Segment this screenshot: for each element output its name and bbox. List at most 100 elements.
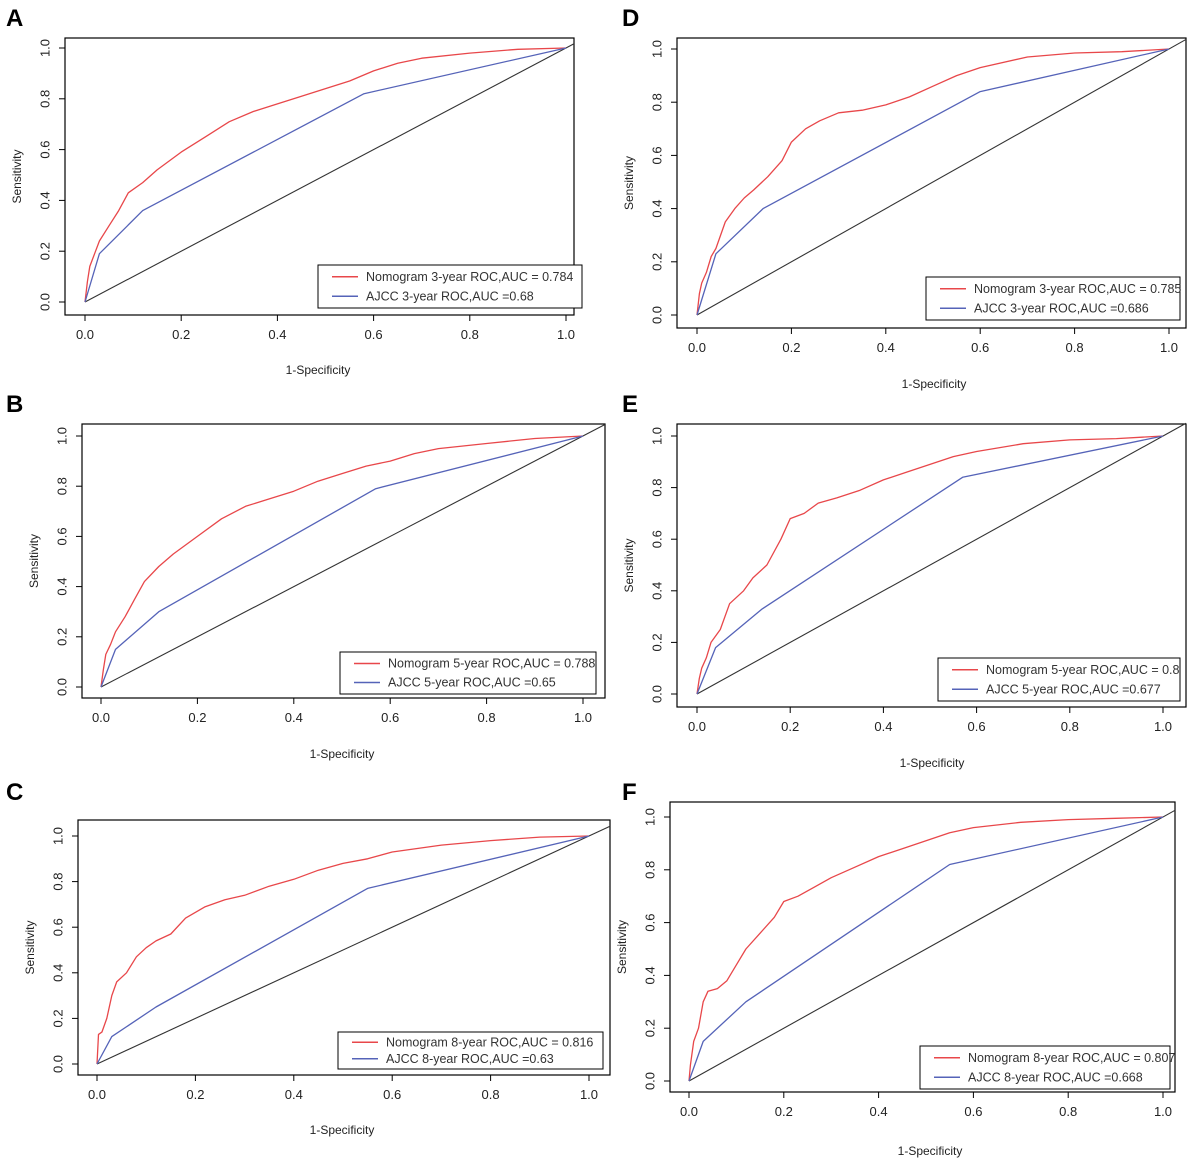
y-tick-label: 0.4 <box>643 966 658 984</box>
x-tick-label: 0.0 <box>88 1087 106 1102</box>
x-tick-label: 1.0 <box>580 1087 598 1102</box>
legend-label-ajcc: AJCC 5-year ROC,AUC =0.677 <box>986 682 1161 696</box>
x-axis-title: 1-Specificity <box>900 756 965 770</box>
y-tick-label: 0.8 <box>650 479 665 497</box>
nomogram-roc-curve <box>696 435 1164 695</box>
x-tick-label: 0.4 <box>268 327 286 342</box>
x-tick-label: 0.6 <box>964 1104 982 1119</box>
plot-frame <box>81 423 606 699</box>
ajcc-roc-curve <box>696 435 1164 695</box>
y-tick-label: 0.0 <box>55 678 70 696</box>
legend-label-nomogram: Nomogram 3-year ROC,AUC = 0.784 <box>366 270 573 284</box>
x-axis-title: 1-Specificity <box>310 1123 375 1137</box>
x-tick-label: 0.2 <box>781 719 799 734</box>
y-axis-title: Sensitivity <box>23 920 37 974</box>
ajcc-roc-curve <box>96 835 590 1065</box>
x-tick-label: 0.8 <box>478 710 496 725</box>
x-tick-label: 0.6 <box>383 1087 401 1102</box>
x-tick-label: 0.6 <box>365 327 383 342</box>
y-tick-label: 1.0 <box>55 427 70 445</box>
roc-panel-f: F 0.0 0.2 0.4 0.6 0.8 1.0 0.0 0.2 0.4 0.6 0.8 1.0 1-S… <box>615 779 1176 1158</box>
legend-box <box>919 1045 1171 1090</box>
x-tick-label: 0.0 <box>680 1104 698 1119</box>
y-tick-label: 0.6 <box>650 530 665 548</box>
y-tick-label: 0.0 <box>643 1072 658 1090</box>
y-tick-label: 0.6 <box>55 527 70 545</box>
legend-box <box>337 1031 604 1070</box>
x-tick-label: 0.8 <box>482 1087 500 1102</box>
x-tick-label: 0.0 <box>92 710 110 725</box>
diagonal-reference-line <box>696 422 1187 695</box>
x-tick-label: 0.0 <box>76 327 94 342</box>
diagonal-reference-line <box>688 809 1176 1082</box>
legend-label-nomogram: Nomogram 8-year ROC,AUC = 0.816 <box>386 1035 593 1049</box>
x-tick-label: 1.0 <box>557 327 575 342</box>
x-tick-label: 0.2 <box>188 710 206 725</box>
y-tick-label: 0.4 <box>38 191 53 209</box>
y-tick-label: 0.8 <box>38 90 53 108</box>
diagonal-reference-line <box>84 43 575 303</box>
ajcc-roc-curve <box>696 48 1170 316</box>
legend-label-nomogram: Nomogram 3-year ROC,AUC = 0.785 <box>974 282 1181 296</box>
x-tick-label: 0.2 <box>775 1104 793 1119</box>
y-tick-label: 1.0 <box>643 808 658 826</box>
panel-label: F <box>622 779 637 806</box>
x-tick-label: 0.4 <box>285 710 303 725</box>
x-tick-label: 0.2 <box>172 327 190 342</box>
x-axis-title: 1-Specificity <box>310 747 375 761</box>
panel-label: E <box>622 391 638 418</box>
legend-label-ajcc: AJCC 8-year ROC,AUC =0.668 <box>968 1070 1143 1084</box>
nomogram-roc-curve <box>100 435 584 688</box>
y-tick-label: 0.4 <box>650 200 665 218</box>
y-tick-label: 0.2 <box>51 1009 66 1027</box>
panel-label: A <box>6 5 23 32</box>
legend-label-ajcc: AJCC 5-year ROC,AUC =0.65 <box>388 676 556 690</box>
y-tick-label: 0.8 <box>51 873 66 891</box>
y-tick-label: 0.2 <box>643 1019 658 1037</box>
x-axis-title: 1-Specificity <box>286 363 351 377</box>
y-tick-label: 1.0 <box>650 427 665 445</box>
legend-box <box>925 276 1181 321</box>
diagonal-reference-line <box>96 825 611 1065</box>
legend-label-ajcc: AJCC 3-year ROC,AUC =0.68 <box>366 289 534 303</box>
x-tick-label: 1.0 <box>1154 719 1172 734</box>
x-tick-label: 0.2 <box>186 1087 204 1102</box>
legend: Nomogram 3-year ROC,AUC = 0.785 AJCC 3-ye… <box>925 276 1181 321</box>
ajcc-roc-curve <box>100 435 584 688</box>
x-tick-label: 0.8 <box>1066 340 1084 355</box>
x-tick-label: 0.8 <box>461 327 479 342</box>
y-tick-label: 0.2 <box>650 253 665 271</box>
legend-label-nomogram: Nomogram 8-year ROC,AUC = 0.807 <box>968 1051 1175 1065</box>
x-tick-label: 0.4 <box>870 1104 888 1119</box>
y-tick-label: 0.8 <box>643 861 658 879</box>
plot-frame <box>676 423 1187 708</box>
nomogram-roc-curve <box>688 816 1164 1082</box>
x-tick-label: 0.8 <box>1061 719 1079 734</box>
legend-box <box>339 651 597 695</box>
y-tick-label: 0.8 <box>650 93 665 111</box>
y-tick-label: 1.0 <box>51 827 66 845</box>
x-tick-label: 0.0 <box>688 340 706 355</box>
nomogram-roc-curve <box>96 835 590 1065</box>
diagonal-reference-line <box>696 38 1187 316</box>
y-tick-label: 0.2 <box>55 628 70 646</box>
x-tick-label: 0.2 <box>782 340 800 355</box>
ajcc-roc-curve <box>84 47 567 303</box>
y-tick-label: 0.2 <box>38 242 53 260</box>
x-tick-label: 0.4 <box>877 340 895 355</box>
x-tick-label: 0.6 <box>968 719 986 734</box>
roc-panel-a: A 0.0 0.2 0.4 0.6 0.8 1.0 0.0 0.2 0.4 0.6 0.8 1.0 1-S… <box>6 5 583 377</box>
x-tick-label: 0.4 <box>874 719 892 734</box>
y-tick-label: 0.8 <box>55 477 70 495</box>
y-tick-label: 0.6 <box>643 914 658 932</box>
y-tick-label: 0.4 <box>55 578 70 596</box>
roc-panel-c: C 0.0 0.2 0.4 0.6 0.8 1.0 0.0 0.2 0.4 0.6 0.8 1.0 1-S… <box>6 779 611 1137</box>
x-tick-label: 1.0 <box>1154 1104 1172 1119</box>
legend: Nomogram 8-year ROC,AUC = 0.816 AJCC 8-ye… <box>337 1031 604 1070</box>
y-axis-title: Sensitivity <box>622 156 636 210</box>
y-tick-label: 0.0 <box>38 293 53 311</box>
nomogram-roc-curve <box>84 47 567 303</box>
x-axis-title: 1-Specificity <box>902 377 967 391</box>
legend: Nomogram 5-year ROC,AUC = 0.788 AJCC 5-ye… <box>339 651 597 695</box>
